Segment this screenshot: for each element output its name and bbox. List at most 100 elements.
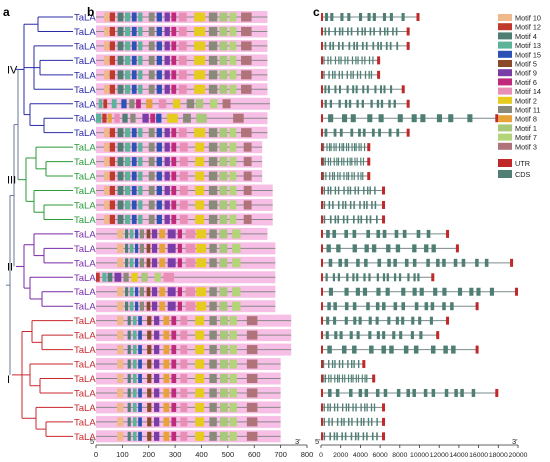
motif-box [103, 70, 110, 80]
cds-exon [368, 56, 371, 65]
legend-swatch [498, 69, 512, 77]
motif-box [103, 55, 110, 65]
utr [377, 70, 381, 79]
cds-exon [333, 316, 337, 325]
cds-exon [342, 345, 347, 354]
motif-box [208, 12, 218, 22]
cds-exon [374, 85, 377, 94]
axis-tick-label: 16000 [469, 452, 488, 459]
motif-box [125, 258, 129, 268]
motif-box [241, 41, 252, 51]
cds-exon [349, 388, 353, 397]
motif-box [178, 55, 187, 65]
motif-box [129, 243, 134, 253]
cds-exon [369, 186, 371, 195]
cds-exon [350, 70, 352, 79]
motif-box [127, 330, 131, 340]
cds-exon [418, 316, 422, 325]
cds-exon [356, 99, 359, 108]
motif-box [195, 214, 205, 224]
motif-box [185, 301, 196, 311]
utr [382, 432, 386, 441]
cds-exon [364, 244, 369, 253]
axis-tick-label: 700 [274, 450, 287, 459]
motif-box [107, 272, 113, 282]
motif-box [179, 142, 188, 152]
cds-exon [424, 302, 429, 311]
cds-exon [359, 200, 361, 209]
motif-box [179, 200, 188, 210]
motif-box [117, 388, 124, 398]
cds-exon [344, 374, 346, 383]
motif-box [109, 186, 115, 196]
motif-box [177, 243, 182, 253]
motif-box [138, 55, 143, 65]
cds-exon [413, 273, 416, 282]
utr [367, 157, 371, 166]
cds-exon [382, 302, 386, 311]
cds-exon [339, 331, 343, 340]
motif-box [147, 330, 152, 340]
cds-exon [357, 172, 359, 181]
motif-box [125, 200, 131, 210]
cds-exon [410, 331, 414, 340]
cds-exon [327, 186, 329, 195]
motif-box [148, 171, 155, 181]
motif-box [171, 70, 177, 80]
motif-box [219, 229, 228, 239]
cds-exon [366, 403, 368, 412]
utr [321, 403, 323, 412]
utr [321, 13, 323, 21]
cds-exon [360, 417, 363, 426]
cds-exon [346, 157, 349, 166]
motif-box [136, 99, 141, 109]
cds-exon [346, 85, 349, 94]
motif-box [171, 84, 177, 94]
cds-exon [376, 273, 379, 282]
cds-exon [347, 374, 350, 383]
motif-box [195, 402, 205, 412]
motif-box [103, 128, 110, 138]
cds-exon [353, 316, 357, 325]
cds-exon [450, 302, 454, 311]
motif-box [147, 374, 152, 383]
cds-exon [347, 172, 350, 181]
motif-box [147, 402, 152, 412]
cds-exon [352, 215, 355, 224]
cds-exon [332, 273, 336, 282]
motif-box [117, 26, 124, 36]
motif-box [219, 388, 228, 398]
cds-exon [351, 417, 353, 426]
motif-box [246, 316, 258, 326]
cds-exon [385, 287, 390, 296]
cds-exon [346, 70, 348, 79]
cds-exon [347, 403, 350, 412]
cds-exon [329, 172, 331, 181]
utr [321, 200, 323, 209]
motif-box [131, 55, 137, 65]
cds-exon [369, 345, 374, 354]
cds-exon [334, 215, 337, 224]
cds-exon [412, 388, 416, 397]
cds-exon [393, 99, 396, 108]
cds-exon [364, 27, 366, 36]
motif-box [117, 243, 124, 253]
cds-exon [366, 229, 371, 238]
axis-tick-label: 6000 [373, 452, 388, 459]
motif-box [138, 316, 142, 326]
motif-box [156, 113, 162, 123]
cds-exon [443, 345, 448, 354]
gene-label: TaLACS2 [74, 186, 114, 197]
cds-exon [371, 128, 375, 137]
motif-box [117, 431, 124, 441]
cds-exon [454, 388, 458, 397]
motif-box [103, 84, 110, 94]
cds-exon [376, 331, 380, 340]
motif-box [229, 157, 237, 167]
utr [367, 172, 371, 181]
cds-exon [352, 374, 354, 383]
cds-exon [362, 172, 364, 181]
motif-box [150, 113, 156, 123]
cds-exon [351, 172, 353, 181]
motif-box [103, 41, 110, 51]
